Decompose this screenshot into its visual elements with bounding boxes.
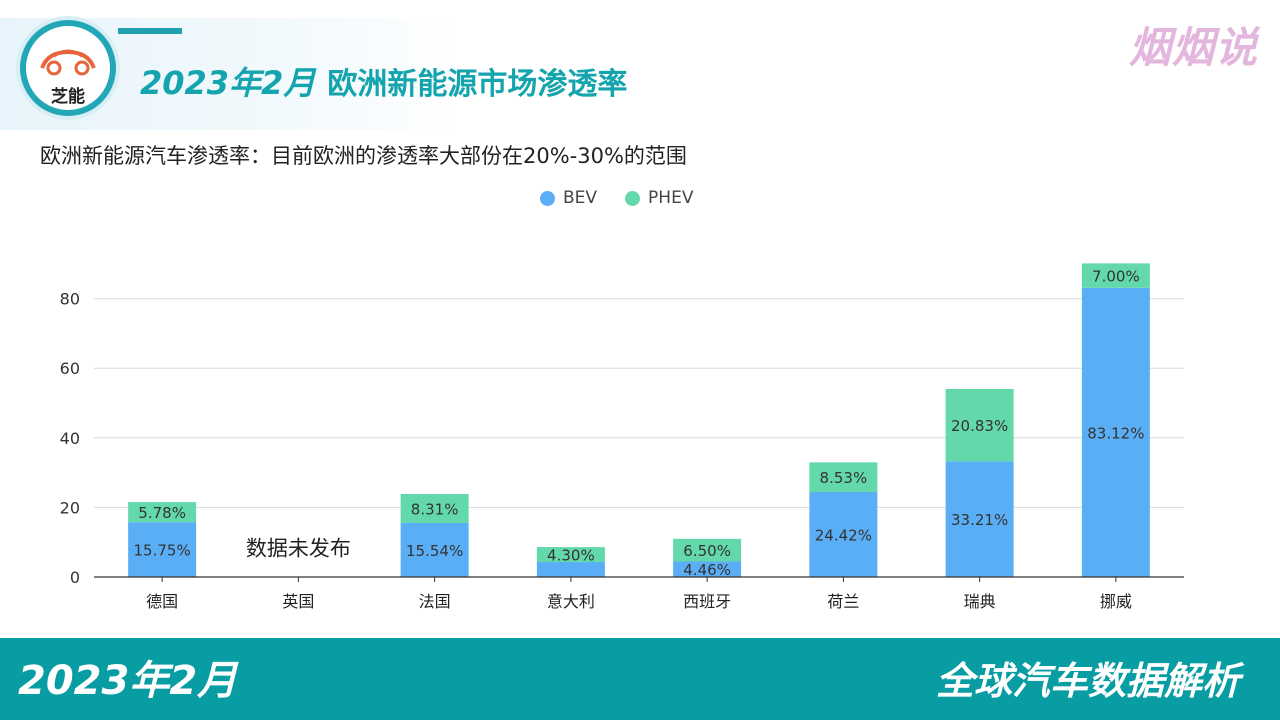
chart-legend: BEV PHEV — [540, 188, 693, 208]
data-label: 6.50% — [683, 542, 731, 560]
annotation-label: 数据未发布 — [246, 536, 351, 560]
bar-phev — [1081, 263, 1150, 288]
bar-phev — [945, 388, 1014, 462]
x-tick-label: 西班牙 — [683, 592, 731, 611]
legend-dot-bev — [540, 190, 555, 206]
data-label: 20.83% — [951, 417, 1008, 435]
data-label: 8.31% — [411, 500, 459, 518]
data-label: 24.42% — [815, 527, 872, 545]
y-tick-label: 0 — [70, 568, 80, 587]
bar-phev — [536, 547, 605, 563]
footer-band: 2023年2月 全球汽车数据解析 — [0, 638, 1280, 720]
x-tick-label: 法国 — [419, 592, 451, 611]
bar-phev — [400, 494, 469, 523]
bar-phev — [809, 462, 878, 493]
logo: 芝能 — [20, 20, 116, 116]
title-text: 欧洲新能源市场渗透率 — [327, 67, 628, 102]
bar-bev — [536, 562, 605, 577]
bar-bev — [673, 561, 742, 577]
y-tick-label: 60 — [60, 359, 80, 378]
page-title: 2023年2月 欧洲新能源市场渗透率 — [140, 58, 627, 108]
data-label: 5.78% — [138, 504, 186, 522]
legend-label-bev: BEV — [563, 188, 598, 208]
chart-subtitle: 欧洲新能源汽车渗透率：目前欧洲的渗透率大部份在20%-30%的范围 — [40, 144, 687, 168]
bar-phev — [128, 502, 197, 523]
data-label: 8.53% — [820, 469, 868, 487]
x-tick-label: 意大利 — [547, 592, 595, 611]
legend-dot-phev — [625, 190, 641, 206]
bar-chart: 0 20 40 60 80 15.75% 5.78% 德国 英国 15.54% 8.31% 法国 4.3… — [60, 263, 1184, 611]
brand-watermark: 烟烟说 — [1128, 23, 1258, 72]
x-tick-label: 瑞典 — [964, 592, 996, 611]
bar-bev — [400, 522, 469, 577]
legend-item-bev: BEV — [540, 188, 597, 208]
logo-text: 芝能 — [51, 87, 85, 107]
accent-line — [118, 28, 182, 34]
bar-bev — [128, 522, 197, 577]
bar-bev — [1081, 287, 1150, 577]
data-label: 4.46% — [683, 561, 731, 579]
x-tick-label: 挪威 — [1100, 592, 1132, 611]
title-date: 2023年2月 — [140, 64, 316, 102]
data-label: 83.12% — [1087, 424, 1144, 442]
y-tick-label: 80 — [60, 290, 80, 309]
legend-item-phev: PHEV — [625, 188, 693, 208]
footer-date: 2023年2月 — [18, 658, 238, 704]
data-label: 4.30% — [547, 547, 595, 565]
x-tick-label: 英国 — [282, 592, 314, 611]
data-label: 15.54% — [406, 542, 463, 560]
data-label: 7.00% — [1092, 268, 1140, 286]
bar-bev — [945, 461, 1014, 577]
y-tick-label: 20 — [60, 498, 80, 517]
footer-tagline: 全球汽车数据解析 — [935, 659, 1240, 703]
bar-phev — [673, 538, 742, 562]
x-tick-label: 荷兰 — [827, 592, 859, 611]
car-icon — [40, 49, 96, 76]
data-label: 15.75% — [134, 542, 191, 560]
x-tick-label: 德国 — [146, 592, 178, 611]
data-label: 33.21% — [951, 511, 1008, 529]
bar-bev — [809, 492, 878, 577]
legend-label-phev: PHEV — [648, 188, 694, 208]
y-tick-label: 40 — [60, 429, 80, 448]
